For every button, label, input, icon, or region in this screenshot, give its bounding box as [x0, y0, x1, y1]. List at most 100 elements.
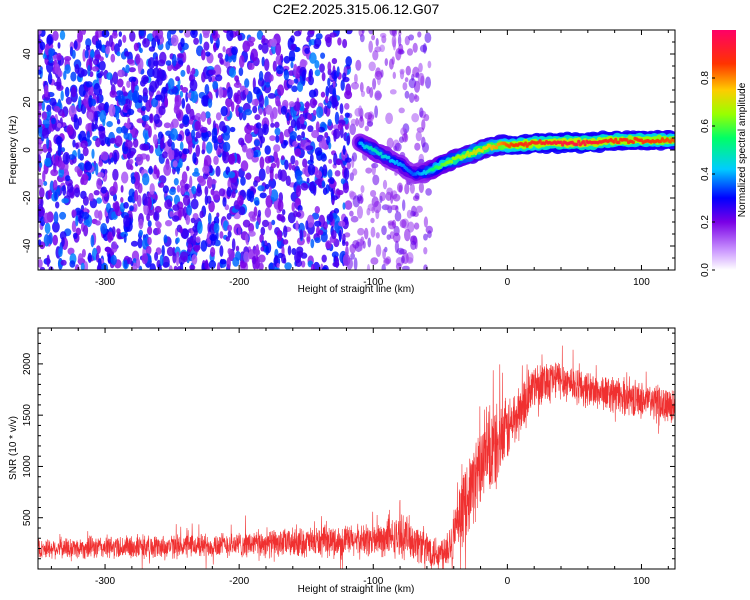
spectrogram-noise-blob: [253, 86, 261, 95]
spectrogram-noise-blob: [136, 118, 144, 124]
spectrogram-noise-blob: [257, 254, 266, 263]
spectrogram-noise-blob: [357, 205, 363, 219]
spectrogram-noise-blob: [262, 219, 269, 228]
spectrogram-noise-blob: [84, 161, 93, 171]
spectrogram-noise-blob: [134, 178, 140, 190]
spectrogram-noise-blob: [351, 152, 358, 162]
spectrogram-noise-blob: [245, 233, 249, 244]
snr-y-tick-label: 500: [22, 509, 33, 526]
spectrogram-noise-blob: [295, 211, 302, 218]
spectrogram-noise-blob: [325, 36, 332, 48]
spectrogram-noise-blob: [290, 43, 297, 51]
spectrogram-noise-blob: [120, 185, 124, 193]
spectrogram-noise-blob: [247, 125, 255, 131]
spectrogram-noise-blob: [201, 95, 209, 107]
spectrogram-noise-blob: [55, 136, 63, 145]
spectrogram-noise-blob: [383, 258, 391, 264]
spectrogram-noise-blob: [356, 194, 363, 202]
spectrogram-noise-blob: [402, 265, 410, 270]
spectrogram-noise-blob: [275, 134, 280, 143]
spectrogram-noise-blob: [91, 98, 96, 107]
spectrogram-y-tick-label: 0: [22, 147, 33, 153]
spectrogram-noise-blob: [65, 175, 71, 182]
spectrogram-noise-blob: [190, 30, 198, 39]
spectrogram-noise-blob: [220, 106, 228, 117]
spectrogram-noise-blob: [249, 190, 255, 203]
spectrogram-noise-blob: [203, 41, 210, 51]
spectrogram-noise-blob: [91, 66, 99, 72]
spectrogram-noise-blob: [288, 162, 293, 171]
spectrogram-noise-blob: [229, 126, 236, 133]
spectrogram-noise-blob: [240, 160, 249, 172]
spectrogram-noise-blob: [68, 105, 77, 118]
spectrogram-noise-blob: [186, 165, 190, 172]
spectrogram-noise-blob: [409, 92, 415, 104]
spectrogram-noise-blob: [208, 69, 216, 75]
spectrogram-noise-blob: [192, 152, 197, 164]
snr-y-label: SNR (10 * v/v): [8, 416, 19, 480]
spectrogram-noise-blob: [231, 238, 236, 252]
spectrogram-noise-blob: [325, 85, 330, 98]
spectrogram-noise-blob: [364, 112, 373, 120]
spectrogram-noise-blob: [148, 46, 156, 52]
spectrogram-noise-blob: [43, 84, 49, 98]
spectrogram-noise-blob: [270, 162, 277, 169]
spectrogram-x-tick-label: -100: [363, 277, 383, 288]
spectrogram-noise-blob: [208, 212, 212, 225]
spectrogram-noise-blob: [137, 63, 142, 74]
spectrogram-noise-blob: [117, 78, 124, 88]
spectrogram-noise-blob: [160, 89, 165, 103]
snr-y-tick-label: 2000: [22, 352, 33, 375]
spectrogram-noise-blob: [335, 158, 342, 166]
spectrogram-noise-blob: [314, 147, 323, 156]
spectrogram-noise-blob: [334, 170, 341, 177]
spectrogram-noise-blob: [222, 150, 226, 158]
spectrogram-noise-blob: [215, 165, 221, 177]
spectrogram-noise-blob: [132, 90, 140, 104]
spectrogram-noise-blob: [394, 211, 402, 222]
spectrogram-noise-blob: [66, 124, 74, 136]
spectrogram-noise-blob: [365, 167, 373, 174]
spectrogram-noise-blob: [269, 38, 277, 47]
spectrogram-noise-blob: [375, 232, 380, 239]
spectrogram-noise-blob: [135, 257, 141, 269]
spectrogram-noise-blob: [274, 121, 280, 129]
spectrogram-noise-blob: [276, 262, 280, 269]
spectrogram-noise-blob: [284, 159, 289, 170]
spectrogram-ridge-point: [672, 139, 675, 143]
spectrogram-noise-blob: [190, 90, 199, 103]
colorbar-tick-label: 0.0: [700, 263, 711, 277]
spectrogram-noise-blob: [251, 99, 260, 106]
spectrogram-noise-blob: [81, 248, 86, 258]
spectrogram-noise-blob: [202, 165, 210, 174]
spectrogram-noise-blob: [260, 246, 265, 252]
spectrogram-noise-blob: [175, 254, 180, 267]
spectrogram-noise-blob: [283, 70, 290, 81]
spectrogram-noise-blob: [411, 113, 420, 123]
colorbar-ticks: 0.0 0.2 0.4 0.6 0.8: [700, 71, 715, 277]
spectrogram-noise-blob: [392, 232, 401, 243]
spectrogram-noise-blob: [162, 185, 169, 194]
spectrogram-noise-blob: [290, 61, 294, 69]
spectrogram-noise-blob: [47, 72, 53, 85]
spectrogram-noise-blob: [135, 153, 144, 166]
spectrogram-noise-blob: [314, 206, 320, 214]
spectrogram-noise-blob: [184, 128, 190, 137]
spectrogram-noise-blob: [228, 171, 236, 179]
spectrogram-noise-blob: [104, 101, 110, 114]
spectrogram-noise-blob: [85, 38, 92, 48]
spectrogram-noise-blob: [83, 95, 90, 108]
spectrogram-noise-blob: [388, 222, 396, 230]
spectrogram-noise-blob: [172, 252, 177, 264]
spectrogram-noise-blob: [38, 259, 43, 268]
spectrogram-noise-blob: [313, 43, 320, 50]
spectrogram-noise-blob: [90, 234, 95, 248]
spectrogram-noise-blob: [309, 30, 315, 35]
spectrogram-noise-blob: [280, 105, 287, 115]
spectrogram-noise-blob: [320, 153, 327, 162]
spectrogram-noise-blob: [127, 108, 135, 116]
spectrogram-noise-blob: [98, 60, 106, 71]
spectrogram-ridge-point: [438, 165, 442, 170]
spectrogram-x-tick-label: -200: [229, 277, 249, 288]
spectrogram-noise-blob: [135, 53, 141, 65]
